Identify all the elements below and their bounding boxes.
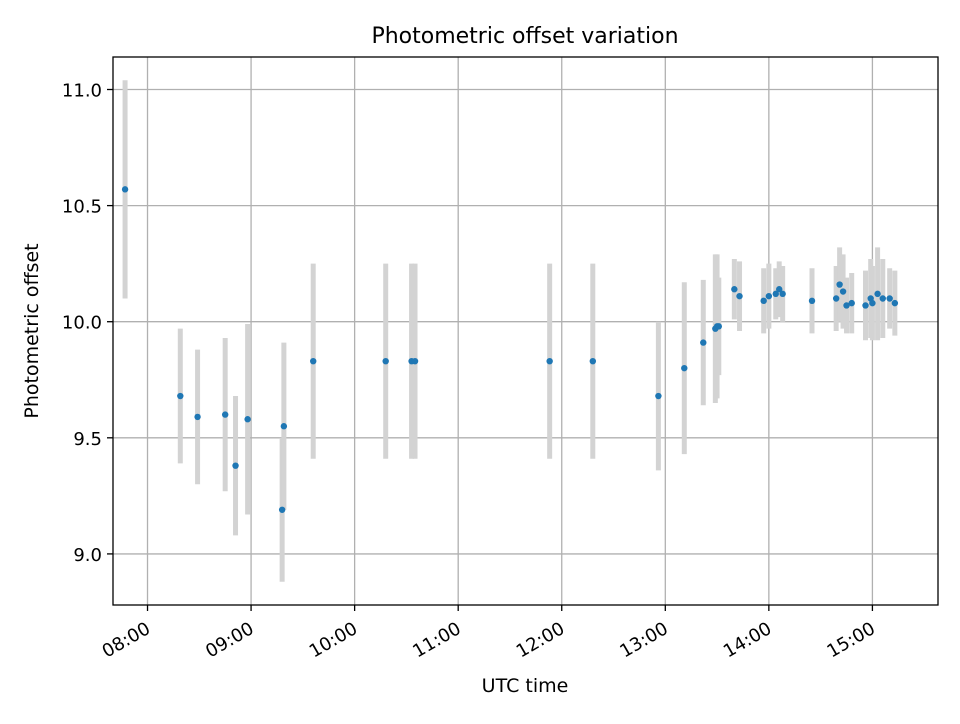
data-point	[589, 357, 597, 365]
data-points	[121, 186, 899, 513]
data-point	[765, 292, 773, 300]
data-point	[869, 299, 876, 307]
data-point	[839, 288, 847, 295]
data-point	[681, 364, 688, 372]
data-point	[808, 297, 816, 305]
data-point	[891, 299, 899, 307]
x-tick-label: 08:00	[99, 618, 154, 662]
data-point	[280, 423, 288, 430]
data-point	[760, 297, 767, 305]
plot-frame	[112, 56, 939, 606]
data-point	[772, 290, 779, 298]
data-point	[310, 357, 317, 365]
data-point	[731, 286, 738, 293]
data-point	[832, 295, 840, 302]
x-tick-label: 12:00	[513, 618, 568, 662]
y-axis-label: Photometric offset	[21, 243, 43, 418]
data-point	[278, 506, 286, 513]
data-point	[843, 302, 850, 309]
x-axis-label: UTC time	[482, 675, 569, 697]
x-tick-label: 13:00	[616, 618, 671, 662]
x-tick-label: 14:00	[720, 618, 775, 662]
data-point	[776, 286, 783, 293]
y-tick-label: 9.5	[73, 429, 102, 450]
data-point	[736, 292, 743, 300]
data-point	[874, 290, 881, 298]
y-tick-label: 10.5	[62, 197, 102, 218]
x-axis-ticks: 08:00 09:00 10:00 11:00 12:00 13:00 14:00 15:00	[99, 605, 879, 662]
y-axis-ticks: 9.0 9.5 10.0 10.5 11.0	[62, 81, 113, 566]
data-point	[121, 186, 129, 193]
chart-title: Photometric offset variation	[371, 24, 678, 49]
data-point	[715, 323, 723, 330]
x-tick-label: 10:00	[306, 618, 361, 662]
y-tick-label: 9.0	[73, 545, 102, 566]
y-tick-label: 10.0	[62, 313, 102, 334]
gridlines	[113, 57, 938, 605]
y-tick-label: 11.0	[62, 81, 102, 102]
data-point	[244, 416, 251, 423]
x-tick-label: 11:00	[409, 618, 464, 662]
x-tick-label: 15:00	[823, 618, 878, 662]
data-point	[848, 299, 855, 307]
data-point	[779, 290, 786, 298]
data-point	[655, 392, 662, 400]
data-point	[194, 413, 201, 421]
data-point	[700, 339, 707, 346]
data-point	[411, 357, 419, 365]
data-point	[886, 295, 893, 302]
data-point	[879, 295, 886, 302]
data-point	[382, 357, 389, 365]
data-point	[862, 302, 869, 309]
data-point	[836, 281, 843, 288]
data-point	[221, 411, 229, 418]
error-bars	[122, 80, 898, 582]
x-tick-label: 09:00	[202, 618, 257, 662]
data-point	[177, 392, 184, 400]
data-point	[232, 462, 239, 469]
data-point	[546, 357, 553, 365]
